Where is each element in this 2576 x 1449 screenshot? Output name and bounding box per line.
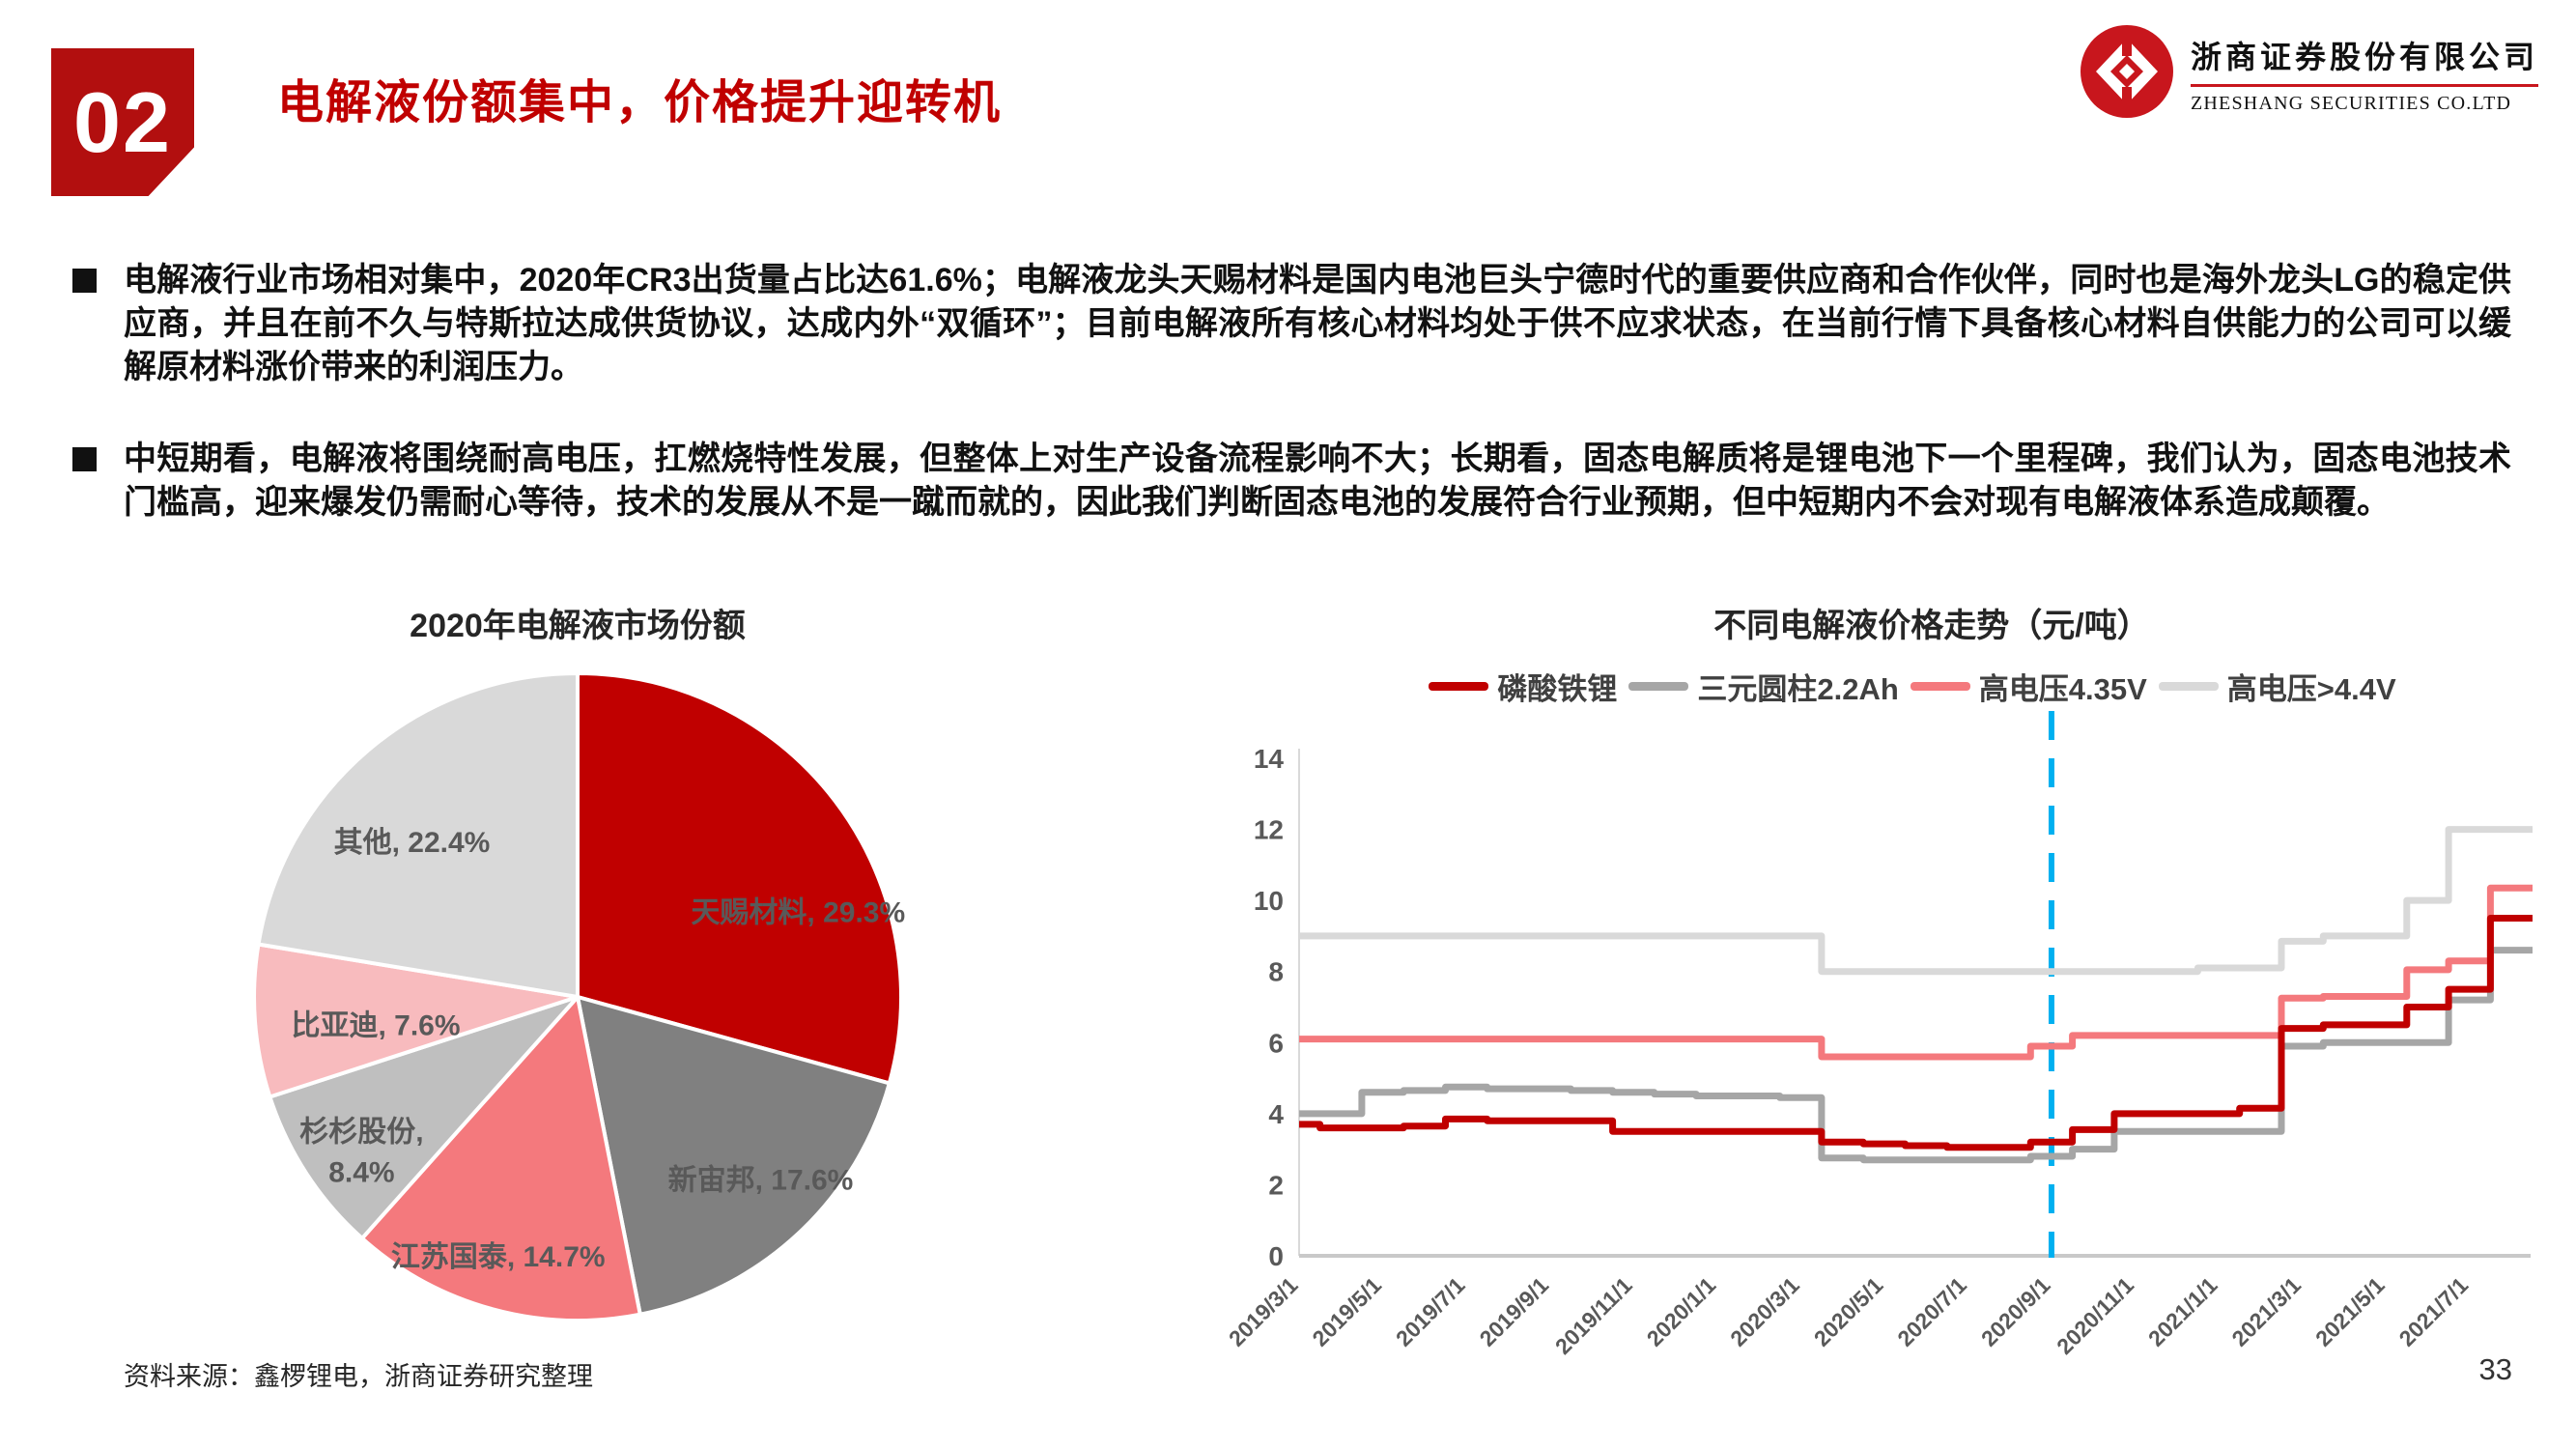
y-axis-tick-label: 10 [1254, 886, 1284, 916]
page-number: 33 [2478, 1352, 2512, 1386]
y-axis-tick-label: 14 [1254, 744, 1285, 774]
y-axis-tick-label: 8 [1268, 957, 1284, 987]
line-series-高电压>4.4V [1299, 826, 2533, 976]
source-note: 资料来源：鑫椤锂电，浙商证券研究整理 [124, 1362, 593, 1391]
line-chart: 0 2 4 6 8 10 12 14 2019/3/1 2019/5/1 2019/7/1 2019/… [1224, 703, 2560, 1423]
legend-label: 高电压>4.4V [2226, 672, 2396, 706]
legend-label: 三元圆柱2.2Ah [1697, 672, 1899, 706]
y-axis-tick-label: 0 [1268, 1241, 1284, 1271]
bullet-text: 电解液行业市场相对集中，2020年CR3出货量占比达61.6%；电解液龙头天赐材… [124, 262, 2511, 385]
bullet-text: 中短期看，电解液将围绕耐高电压，扛燃烧特性发展，但整体上对生产设备流程影响不大；… [124, 440, 2511, 521]
line-series-高电压4.35V [1299, 884, 2533, 1061]
x-axis-tick-label: 2020/5/1 [1809, 1272, 1888, 1351]
pie-chart-title: 2020年电解液市场份额 [410, 608, 746, 644]
bullet-item: 电解液行业市场相对集中，2020年CR3出货量占比达61.6%；电解液龙头天赐材… [72, 259, 2511, 389]
line-chart-legend: 磷酸铁锂 三元圆柱2.2Ah 高电压4.35V 高电压>4.4V [1265, 665, 2560, 708]
bullet-square-icon [72, 447, 97, 471]
logo-text: 浙商证券股份有限公司 ZHESHANG SECURITIES CO.LTD [2191, 33, 2539, 115]
pie-slice-3 [359, 995, 642, 1322]
logo-mark-icon [2079, 23, 2175, 125]
x-axis-tick-label: 2020/3/1 [1725, 1272, 1804, 1351]
pie-slice-label: 江苏国泰, 14.7% [391, 1241, 606, 1273]
pie-slice-2 [576, 995, 892, 1317]
y-axis-tick-label: 6 [1268, 1028, 1284, 1058]
section-number-badge: 02 [51, 48, 194, 196]
pie-chart: 天赐材料, 29.3% 新宙邦, 17.6% 江苏国泰, 14.7% 杉杉股份, 8.4… [230, 649, 925, 1345]
legend-line-swatch [2158, 682, 2219, 691]
pie-slice-label: 其他, 22.4% [334, 827, 491, 859]
x-axis-tick-label: 2020/7/1 [1892, 1272, 1971, 1351]
legend-line-swatch [1429, 682, 1489, 691]
y-axis-tick-label: 2 [1268, 1170, 1284, 1200]
pie-slice-label: 比亚迪, 7.6% [291, 1009, 460, 1041]
line-series-三元圆柱2.2Ah [1299, 947, 2533, 1164]
x-axis-tick-label: 2019/7/1 [1391, 1272, 1470, 1351]
legend-item: 高电压>4.4V [2158, 665, 2396, 708]
pie-slice-5 [252, 942, 580, 1099]
line-series-磷酸铁锂 [1299, 915, 2533, 1151]
bullet-square-icon [72, 269, 97, 293]
x-axis-tick-label: 2021/3/1 [2226, 1272, 2306, 1351]
logo-name-en: ZHESHANG SECURITIES CO.LTD [2191, 93, 2512, 114]
bullet-list: 电解液行业市场相对集中，2020年CR3出货量占比达61.6%；电解液龙头天赐材… [72, 259, 2511, 573]
x-axis-tick-label: 2021/5/1 [2310, 1272, 2390, 1351]
pie-slice-label: 杉杉股份, 8.4% [299, 1117, 423, 1189]
line-chart-title: 不同电解液价格走势（元/吨） [1713, 608, 2150, 644]
legend-item: 高电压4.35V [1910, 665, 2147, 708]
x-axis-tick-label: 2021/1/1 [2143, 1272, 2222, 1351]
x-axis-tick-label: 2019/11/1 [1550, 1272, 1637, 1359]
pie-slice-label: 天赐材料, 29.3% [691, 896, 905, 928]
pie-slice-label: 新宙邦, 17.6% [668, 1164, 854, 1197]
x-axis-tick-label: 2020/11/1 [2052, 1272, 2138, 1359]
x-axis-tick-label: 2021/7/1 [2394, 1272, 2474, 1351]
x-axis-tick-label: 2020/1/1 [1642, 1272, 1721, 1351]
pie-slice-6 [256, 671, 580, 999]
legend-label: 磷酸铁锂 [1497, 672, 1618, 706]
legend-label: 高电压4.35V [1978, 672, 2147, 706]
logo-name-cn: 浙商证券股份有限公司 [2191, 33, 2539, 87]
x-axis-tick-label: 2019/5/1 [1307, 1272, 1386, 1351]
section-number: 02 [73, 73, 172, 170]
bullet-item: 中短期看，电解液将围绕耐高电压，扛燃烧特性发展，但整体上对生产设备流程影响不大；… [72, 438, 2511, 525]
legend-item: 三元圆柱2.2Ah [1628, 665, 1899, 708]
pie-slice-4 [268, 995, 580, 1240]
page-title: 电解液份额集中，价格提升迎转机 [277, 77, 1003, 128]
y-axis-tick-label: 4 [1268, 1099, 1284, 1129]
x-axis-tick-label: 2019/3/1 [1227, 1272, 1303, 1351]
x-axis-tick-label: 2019/9/1 [1475, 1272, 1554, 1351]
legend-item: 磷酸铁锂 [1429, 665, 1617, 708]
legend-line-swatch [1910, 682, 1970, 691]
pie-slice-1 [576, 671, 903, 1086]
y-axis-tick-label: 12 [1254, 815, 1284, 845]
legend-line-swatch [1628, 682, 1689, 691]
x-axis-tick-label: 2020/9/1 [1976, 1272, 2055, 1351]
company-logo: 浙商证券股份有限公司 ZHESHANG SECURITIES CO.LTD [2079, 23, 2539, 125]
